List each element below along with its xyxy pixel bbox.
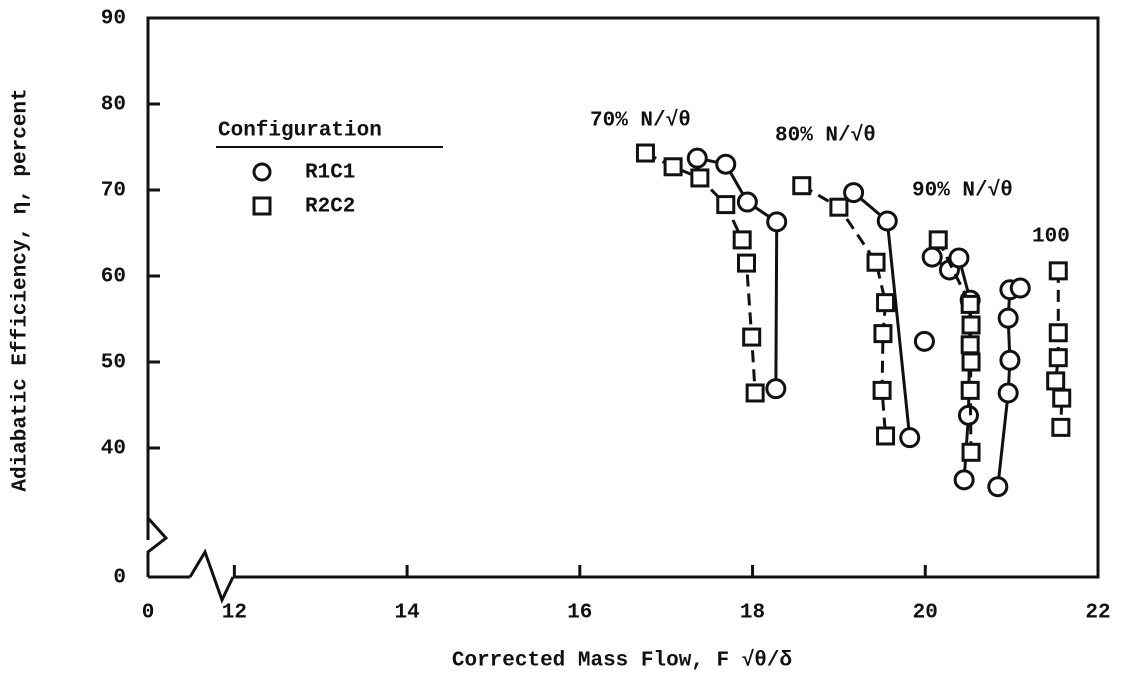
marker-square [876,293,896,313]
marker-circle [876,210,898,232]
marker-square [635,143,655,163]
marker-circle [953,469,975,491]
x-axis-break [188,548,235,604]
marker-square [663,157,683,177]
marker-circle [766,211,788,233]
marker-square [829,197,849,217]
marker-circle [1009,277,1031,299]
marker-square [1052,388,1072,408]
marker-circle [997,307,1019,329]
x-tick-label: 22 [1085,602,1110,625]
marker-square [745,383,765,403]
legend-title: Configuration [218,120,382,143]
marker-square [1051,417,1071,437]
marker-square [690,168,710,188]
marker-circle [843,182,865,204]
marker-circle [948,247,970,269]
y-origin-label: 0 [113,567,126,590]
x-tick-label: 16 [567,602,592,625]
marker-square [792,176,812,196]
plot-frame [146,16,1100,604]
marker-circle [736,191,758,213]
marker-square [732,230,752,250]
x-tick-label: 20 [913,602,938,625]
y-axis-break [146,510,169,577]
marker-square [960,294,980,314]
legend-marker [252,196,272,216]
marker-square [1048,261,1068,281]
marker-square [876,426,896,446]
marker-square [716,195,736,215]
x-tick-label: 18 [740,602,765,625]
marker-circle [999,349,1021,371]
speed-label: 80% N/√θ [775,124,876,148]
x-axis-title: Corrected Mass Flow, F √θ/δ [452,649,792,673]
marker-square [961,442,981,462]
marker-square [960,335,980,355]
marker-square [960,380,980,400]
marker-circle [899,427,921,449]
marker-square [737,253,756,273]
y-tick-label: 50 [101,352,126,375]
speed-label: 100 [1032,226,1070,249]
marker-circle [913,330,935,352]
y-axis-title: Adiabatic Efficiency, η, percent [10,88,33,491]
speed-line [696,156,779,389]
marker-square [866,252,886,272]
marker-square [872,380,892,400]
y-tick-label: 80 [101,94,126,117]
y-tick-label: 60 [101,266,126,289]
legend-label: R2C2 [305,196,355,219]
x-origin-label: 0 [142,602,155,625]
x-tick-label: 14 [394,602,419,625]
marker-square [873,324,893,344]
axis-frame [146,16,1100,579]
x-tick-label: 12 [222,602,247,625]
y-tick-label: 40 [101,438,126,461]
marker-circle [715,153,737,175]
marker-circle [957,404,979,426]
marker-circle [987,476,1009,498]
speed-line [644,151,757,394]
marker-circle [921,246,943,268]
marker-square [1048,348,1068,368]
marker-circle [765,378,787,400]
marker-square [1046,371,1066,391]
y-tick-label: 70 [101,180,126,203]
marker-square [961,315,981,335]
marker-circle [686,147,708,169]
marker-square [742,327,762,347]
marker-square [1048,323,1068,343]
legend-marker [252,162,272,182]
y-tick-label: 90 [101,8,126,31]
speed-label: 90% N/√θ [912,179,1013,203]
marker-circle [997,382,1019,404]
legend-label: R1C1 [305,162,355,185]
marker-square [961,352,981,372]
marker-square [928,230,948,250]
speed-label: 70% N/√θ [590,109,691,133]
